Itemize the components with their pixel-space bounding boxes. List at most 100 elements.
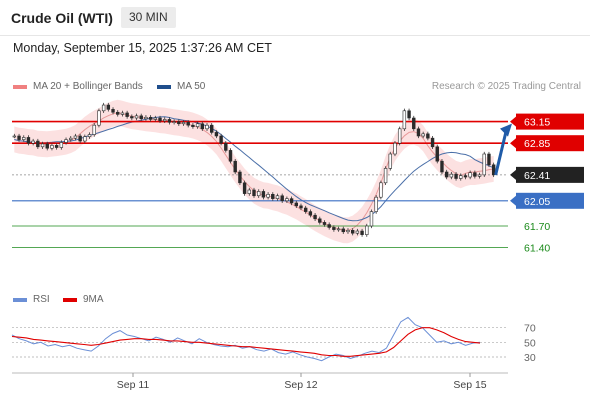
- candle-body: [219, 135, 223, 144]
- candle-body: [210, 124, 214, 133]
- ma50-label: MA 50: [177, 81, 206, 92]
- level-label-62.41: 62.41: [524, 170, 550, 182]
- candle-body: [125, 112, 129, 117]
- candle-body: [172, 121, 176, 123]
- candle-body: [36, 140, 40, 148]
- candle-body: [449, 173, 454, 178]
- candle-body: [289, 198, 294, 204]
- candle-body: [487, 153, 491, 166]
- level-label-63.15: 63.15: [524, 117, 550, 129]
- candle-body: [167, 119, 172, 123]
- instrument-title: Crude Oil (WTI): [11, 10, 113, 26]
- candle-body: [177, 121, 181, 125]
- candle-body: [247, 189, 252, 194]
- level-tag-62.85: [516, 135, 584, 152]
- rsi-label: RSI: [33, 294, 50, 305]
- candle-body: [92, 124, 96, 135]
- candle-body: [459, 175, 463, 179]
- candle-body: [130, 116, 134, 119]
- candle-body: [266, 194, 270, 198]
- candle-body: [402, 110, 407, 130]
- candle-body: [256, 191, 261, 197]
- candle-body: [54, 145, 59, 148]
- candle-body: [238, 171, 242, 184]
- candle-body: [111, 109, 115, 113]
- candle-body: [421, 133, 425, 137]
- candle-body: [473, 172, 477, 177]
- legend-ma50: MA 50: [157, 81, 205, 92]
- level-label-62.05: 62.05: [524, 196, 550, 208]
- candle-body: [416, 128, 421, 137]
- candle-body: [299, 205, 303, 209]
- candle-body: [139, 115, 143, 120]
- candle-body: [45, 143, 49, 149]
- candle-body: [224, 142, 228, 151]
- forecast-arrowhead: [500, 123, 512, 137]
- ma9-label: 9MA: [83, 294, 104, 305]
- legend-9ma: 9MA: [63, 294, 104, 305]
- candle-body: [195, 123, 200, 127]
- candle-body: [97, 110, 101, 126]
- chart-header: Crude Oil (WTI) 30 MIN: [0, 0, 590, 36]
- candle-body: [87, 134, 92, 138]
- candle-body: [191, 124, 195, 127]
- candle-body: [228, 150, 233, 162]
- candle-body: [355, 230, 360, 234]
- candle-body: [374, 196, 378, 212]
- level-tag-63.15: [516, 113, 584, 130]
- candle-body: [468, 172, 472, 178]
- candle-body: [350, 230, 355, 234]
- level-tag-pointer-62.85: [510, 138, 516, 149]
- candle-body: [482, 153, 486, 176]
- ma9-swatch: [63, 297, 77, 302]
- candle-body: [73, 135, 78, 139]
- candle-body: [491, 164, 496, 176]
- candle-body: [393, 142, 397, 155]
- timestamp: Monday, September 15, 2025 1:37:26 AM CE…: [13, 41, 272, 55]
- candle-body: [463, 175, 468, 178]
- level-tag-62.41: [516, 166, 584, 183]
- candle-body: [12, 135, 17, 138]
- candle-body: [252, 189, 256, 197]
- level-tag-62.05: [516, 192, 584, 209]
- candle-body: [275, 195, 280, 199]
- candle-body: [412, 117, 416, 130]
- timeframe-button[interactable]: 30 MIN: [121, 7, 176, 28]
- candle-body: [383, 168, 388, 184]
- candle-body: [435, 146, 439, 162]
- candle-body: [17, 135, 21, 140]
- candle-body: [181, 122, 186, 125]
- candle-body: [242, 182, 247, 194]
- candle-body: [101, 104, 106, 112]
- ma20-swatch: [13, 84, 27, 89]
- candle-body: [280, 195, 284, 202]
- candle-body: [477, 174, 482, 177]
- candle-body: [214, 132, 219, 137]
- candle-body: [271, 194, 275, 199]
- candle-body: [120, 112, 125, 115]
- research-credit: Research © 2025 Trading Central: [431, 81, 581, 92]
- candle-body: [144, 116, 148, 120]
- candle-body: [426, 133, 430, 139]
- level-tag-pointer-63.15: [510, 116, 516, 127]
- candle-body: [285, 198, 289, 202]
- candle-body: [379, 182, 383, 198]
- candle-body: [327, 224, 331, 228]
- candle-body: [50, 145, 54, 149]
- candle-body: [186, 122, 190, 126]
- rsi-line: [11, 316, 481, 362]
- candle-body: [322, 222, 327, 225]
- candle-body: [200, 123, 205, 130]
- candle-body: [64, 139, 68, 143]
- candle-body: [158, 117, 162, 122]
- candle-body: [116, 111, 120, 115]
- legend-ma20: MA 20 + Bollinger Bands: [13, 81, 143, 92]
- x-tick-label: Sep 11: [117, 379, 150, 391]
- candle-body: [40, 143, 45, 148]
- level-tag-pointer-62.41: [510, 169, 516, 180]
- candle-body: [294, 202, 298, 207]
- candle-body: [313, 214, 317, 220]
- ma50-swatch: [157, 84, 171, 89]
- candle-body: [59, 142, 64, 148]
